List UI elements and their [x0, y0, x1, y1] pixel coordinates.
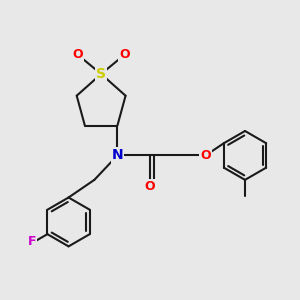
Text: F: F	[28, 235, 36, 248]
Text: N: N	[112, 148, 123, 162]
Text: O: O	[119, 49, 130, 62]
Text: O: O	[145, 180, 155, 193]
Text: O: O	[200, 149, 211, 162]
Text: O: O	[73, 49, 83, 62]
Text: S: S	[96, 67, 106, 81]
